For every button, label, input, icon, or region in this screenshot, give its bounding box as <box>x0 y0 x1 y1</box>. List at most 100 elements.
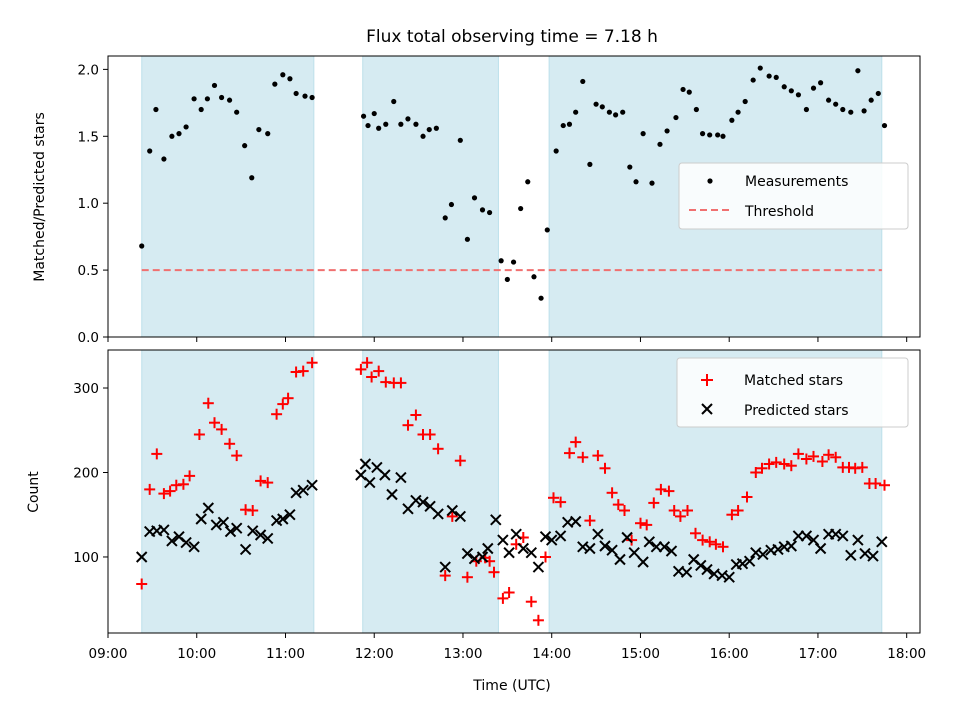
predicted-star-point <box>166 535 178 547</box>
legend-label-matched: Matched stars <box>744 373 843 389</box>
ratio-panel: Flux total observing time = 7.18 h Match… <box>32 27 921 346</box>
predicted-star-point <box>554 530 567 542</box>
predicted-star-point <box>364 476 376 489</box>
predicted-star-point <box>503 546 515 559</box>
matched-star-point <box>763 458 775 470</box>
measurement-point <box>365 122 371 129</box>
predicted-star-point <box>545 534 558 546</box>
measurement-point <box>226 97 233 103</box>
legend-top: Measurements Threshold <box>678 162 909 230</box>
measurement-point <box>360 113 367 119</box>
matched-star-point <box>564 447 575 459</box>
measurement-point <box>198 106 204 113</box>
y-ticks-bottom: 100 200 300 <box>73 381 108 566</box>
bottom-ytick-label: 100 <box>73 550 99 566</box>
matched-star-point <box>626 534 638 546</box>
matched-star-point <box>856 461 868 473</box>
measurement-point <box>580 78 586 85</box>
matched-star-point <box>606 487 618 499</box>
top-ytick-label: 1.5 <box>78 129 99 145</box>
predicted-star-point <box>254 529 267 541</box>
measurement-point <box>757 65 763 71</box>
predicted-star-point <box>202 502 215 514</box>
measurement-point <box>593 101 599 107</box>
legend-box-bottom <box>676 357 909 428</box>
measurement-point <box>587 161 593 167</box>
matched-star-point <box>756 462 768 474</box>
measurement-point <box>566 121 573 127</box>
predicted-star-point <box>297 484 309 496</box>
matched-star-point <box>193 429 205 440</box>
measurement-point <box>560 122 566 129</box>
measurement-point <box>848 109 854 115</box>
matched-star-point <box>439 570 451 582</box>
measurement-point <box>293 90 299 97</box>
legend-marker-matched <box>701 374 713 386</box>
matched-star-point <box>373 365 385 377</box>
count-panel: Count Time (UTC) 100 200 300 09:00 10:00 11:… <box>26 349 926 694</box>
matched-star-point <box>800 453 812 465</box>
measurement-point <box>249 175 255 181</box>
matched-star-point <box>136 578 148 590</box>
matched-star-point <box>619 505 630 516</box>
predicted-star-point <box>584 542 596 555</box>
matched-star-point <box>262 477 274 489</box>
measurement-point <box>810 85 817 91</box>
measurement-point <box>139 243 145 249</box>
measurement-point <box>781 84 787 90</box>
predicted-star-point <box>680 566 693 578</box>
matched-star-point <box>592 450 604 462</box>
predicted-star-point <box>621 531 633 544</box>
matched-star-point <box>682 505 693 516</box>
predicted-star-point <box>386 488 398 501</box>
bottom-xtick-label: 13:00 <box>444 646 483 662</box>
predicted-star-point <box>180 536 192 549</box>
top-ytick-label: 0.0 <box>78 330 99 346</box>
measurement-point <box>398 121 404 127</box>
matched-star-point <box>209 417 220 429</box>
matched-star-point <box>612 499 624 511</box>
predicted-star-point <box>569 515 582 528</box>
y-ticks-top: 0.0 0.5 1.0 1.5 2.0 <box>78 62 108 346</box>
matched-star-point <box>497 592 509 604</box>
measurement-point <box>457 137 463 143</box>
matched-star-point <box>879 479 890 491</box>
predicted-star-point <box>701 563 713 576</box>
y-axis-label-count: Count <box>26 471 42 513</box>
measurement-point <box>531 274 537 280</box>
x-axis-label: Time (UTC) <box>472 678 550 694</box>
measurement-point <box>707 132 713 138</box>
legend-marker-measurements <box>707 178 713 184</box>
measurement-point <box>371 110 377 117</box>
predicted-star-point <box>284 508 296 521</box>
predicted-star-point <box>246 525 259 537</box>
bottom-xtick-label: 09:00 <box>89 646 128 662</box>
matched-stars-points <box>136 357 890 626</box>
measurement-point <box>147 148 153 154</box>
matched-star-point <box>144 483 156 495</box>
measurement-point <box>183 124 189 130</box>
matched-star-point <box>424 429 436 440</box>
measurement-point <box>693 106 699 113</box>
measurement-point <box>420 133 426 139</box>
bottom-xtick-label: 17:00 <box>798 646 837 662</box>
matched-star-point <box>271 408 283 420</box>
chart-title: Flux total observing time = 7.18 h <box>366 27 658 47</box>
matched-star-point <box>202 397 214 409</box>
predicted-star-point <box>859 547 871 560</box>
x-ticks-bottom: 09:00 10:00 11:00 12:00 13:00 14:00 15:00 16:00… <box>89 633 926 662</box>
measurement-point <box>868 97 874 103</box>
plot-frame-bottom <box>107 349 921 634</box>
measurement-point <box>498 258 504 264</box>
measurement-point <box>715 132 721 138</box>
observing-interval-2 <box>362 349 499 634</box>
measurement-point <box>413 121 419 127</box>
measurement-point <box>518 205 524 212</box>
measurement-point <box>169 133 175 139</box>
matched-star-point <box>674 510 686 522</box>
predicted-star-point <box>628 546 640 559</box>
legend-box-top <box>678 162 909 230</box>
measurement-point <box>211 82 218 89</box>
matched-star-point <box>488 566 500 578</box>
predicted-star-point <box>665 545 678 557</box>
